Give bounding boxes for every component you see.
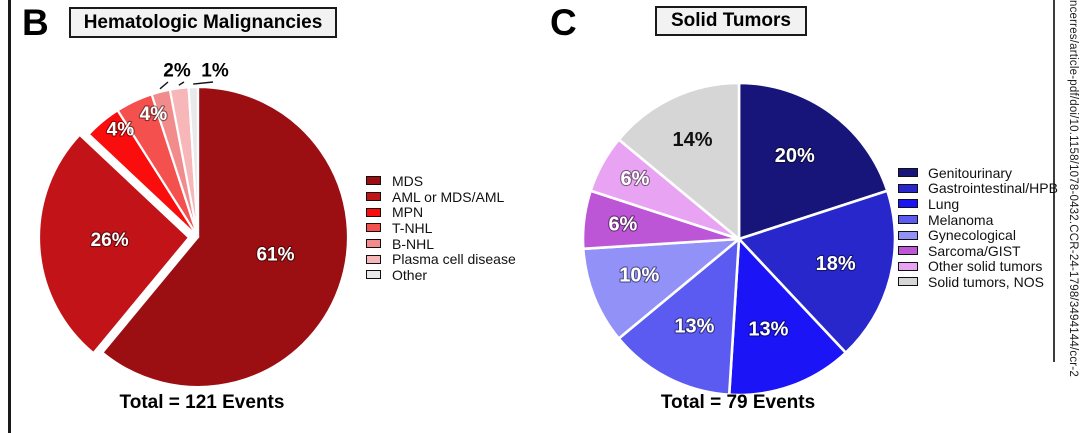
pie-slice-solid-tumors-nos <box>617 81 741 241</box>
figure-right-border <box>1053 0 1055 362</box>
panel-title-hematologic-label: Hematologic Malignancies <box>83 11 323 33</box>
pie-label-leader-line-b-nhl <box>159 81 169 90</box>
pie-slice-lung <box>727 237 848 397</box>
legend-label-b-nhl: B-NHL <box>392 235 435 252</box>
legend-item-other-solid-tumors: Other solid tumors <box>898 259 1058 275</box>
legend-label-plasma-cell-disease: Plasma cell disease <box>392 251 516 268</box>
pie-slice-label-melanoma: 13% <box>674 316 714 338</box>
panel-title-hematologic: Hematologic Malignancies <box>69 7 337 38</box>
legend-item-gastrointestinal-hpb: Gastrointestinal/HPB <box>898 181 1058 197</box>
pie-slice-aml-or-mds-aml <box>37 133 191 355</box>
pie-slice-label-mpn: 4% <box>107 120 135 141</box>
pie-slice-label-sarcoma-gist: 6% <box>608 213 637 235</box>
pie-slice-mpn <box>87 109 200 239</box>
legend-label-other: Other <box>392 266 428 283</box>
total-caption-hematologic: Total = 121 Events <box>119 392 285 413</box>
legend-swatch-mpn <box>366 207 381 217</box>
pie-slice-label-t-nhl: 4% <box>140 104 168 125</box>
figure-left-border <box>8 0 11 433</box>
pie-slice-label-gynecological: 10% <box>619 264 659 286</box>
pie-slice-gynecological <box>582 237 741 340</box>
pie-label-leader-line-other <box>193 81 214 85</box>
pie-slice-label-genitourinary: 20% <box>775 145 815 167</box>
legend-hematologic: MDS AML or MDS/AML MPN T-NHL B-NHL Plasma cel… <box>366 173 516 283</box>
legend-label-gynecological: Gynecological <box>928 227 1016 244</box>
pie-slice-gastrointestinal-hpb <box>737 189 897 355</box>
legend-swatch-solid-tumors-nos <box>898 277 918 287</box>
legend-item-gynecological: Gynecological <box>898 227 1058 243</box>
panel-title-solid-tumors: Solid Tumors <box>655 6 807 36</box>
legend-item-mpn: MPN <box>366 204 516 220</box>
pie-slice-label-other-solid-tumors: 6% <box>621 168 650 190</box>
legend-label-mpn: MPN <box>392 204 424 221</box>
pie-slice-label-lung: 13% <box>748 319 788 341</box>
legend-swatch-genitourinary <box>898 168 918 178</box>
pie-slice-t-nhl <box>116 93 200 239</box>
pie-slice-other-solid-tumors <box>589 138 741 241</box>
legend-swatch-melanoma <box>898 215 918 225</box>
legend-item-b-nhl: B-NHL <box>366 236 516 252</box>
total-caption-solid-tumors: Total = 79 Events <box>660 392 816 413</box>
legend-label-t-nhl: T-NHL <box>392 219 433 236</box>
legend-swatch-t-nhl <box>366 223 381 233</box>
panel-title-solid-tumors-label: Solid Tumors <box>671 10 791 31</box>
legend-item-melanoma: Melanoma <box>898 212 1058 228</box>
pie-slice-other <box>187 85 200 239</box>
legend-swatch-sarcoma-gist <box>898 246 918 256</box>
pie-slice-sarcoma-gist <box>581 189 741 251</box>
pie-slice-genitourinary <box>737 81 889 241</box>
legend-label-aml-or-mds-aml: AML or MDS/AML <box>392 188 505 205</box>
legend-swatch-plasma-cell-disease <box>366 254 381 264</box>
legend-item-t-nhl: T-NHL <box>366 220 516 236</box>
legend-item-sarcoma-gist: Sarcoma/GIST <box>898 243 1058 259</box>
legend-swatch-gynecological <box>898 230 918 240</box>
legend-item-mds: MDS <box>366 173 516 189</box>
pie-slice-melanoma <box>617 237 741 396</box>
legend-item-solid-tumors-nos: Solid tumors, NOS <box>898 274 1058 290</box>
legend-item-plasma-cell-disease: Plasma cell disease <box>366 251 516 267</box>
pie-slice-b-nhl <box>150 88 200 239</box>
legend-swatch-aml-or-mds-aml <box>366 192 381 202</box>
legend-swatch-gastrointestinal-hpb <box>898 183 918 193</box>
legend-swatch-other <box>366 270 381 280</box>
pie-slice-label-mds: 61% <box>256 244 294 265</box>
legend-label-sarcoma-gist: Sarcoma/GIST <box>928 242 1021 259</box>
legend-item-other: Other <box>366 267 516 283</box>
legend-swatch-other-solid-tumors <box>898 261 918 271</box>
legend-label-gastrointestinal-hpb: Gastrointestinal/HPB <box>928 180 1058 197</box>
pie-slice-label-solid-tumors-nos: 14% <box>672 129 712 151</box>
pie-slice-plasma-cell-disease <box>168 86 200 239</box>
legend-label-other-solid-tumors: Other solid tumors <box>928 258 1043 275</box>
legend-swatch-mds <box>366 176 381 186</box>
pie-slice-mds <box>101 85 350 389</box>
pie-slice-label-gastrointestinal-hpb: 18% <box>816 253 856 275</box>
legend-item-aml-or-mds-aml: AML or MDS/AML <box>366 189 516 205</box>
legend-label-genitourinary: Genitourinary <box>928 164 1013 181</box>
panel-letter-b: B <box>22 2 49 43</box>
legend-solid-tumors: Genitourinary Gastrointestinal/HPB Lung Mel… <box>898 165 1058 290</box>
legend-label-lung: Lung <box>928 195 960 212</box>
pdf-watermark-text: ncerres/article-pdf/doi/10.1158/1078-043… <box>1067 0 1079 377</box>
pie-slice-label-aml-or-mds-aml: 26% <box>91 230 129 251</box>
pie-outside-label: 1% <box>201 61 229 82</box>
legend-label-melanoma: Melanoma <box>928 211 994 228</box>
legend-swatch-b-nhl <box>366 239 381 249</box>
legend-item-lung: Lung <box>898 196 1058 212</box>
legend-item-genitourinary: Genitourinary <box>898 165 1058 181</box>
legend-swatch-lung <box>898 199 918 209</box>
pie-outside-label: 2% <box>163 61 191 82</box>
pie-label-leader-line-plasma-cell-disease <box>178 81 185 86</box>
legend-label-mds: MDS <box>392 172 424 189</box>
legend-label-solid-tumors-nos: Solid tumors, NOS <box>928 273 1044 290</box>
panel-letter-c: C <box>550 2 577 43</box>
